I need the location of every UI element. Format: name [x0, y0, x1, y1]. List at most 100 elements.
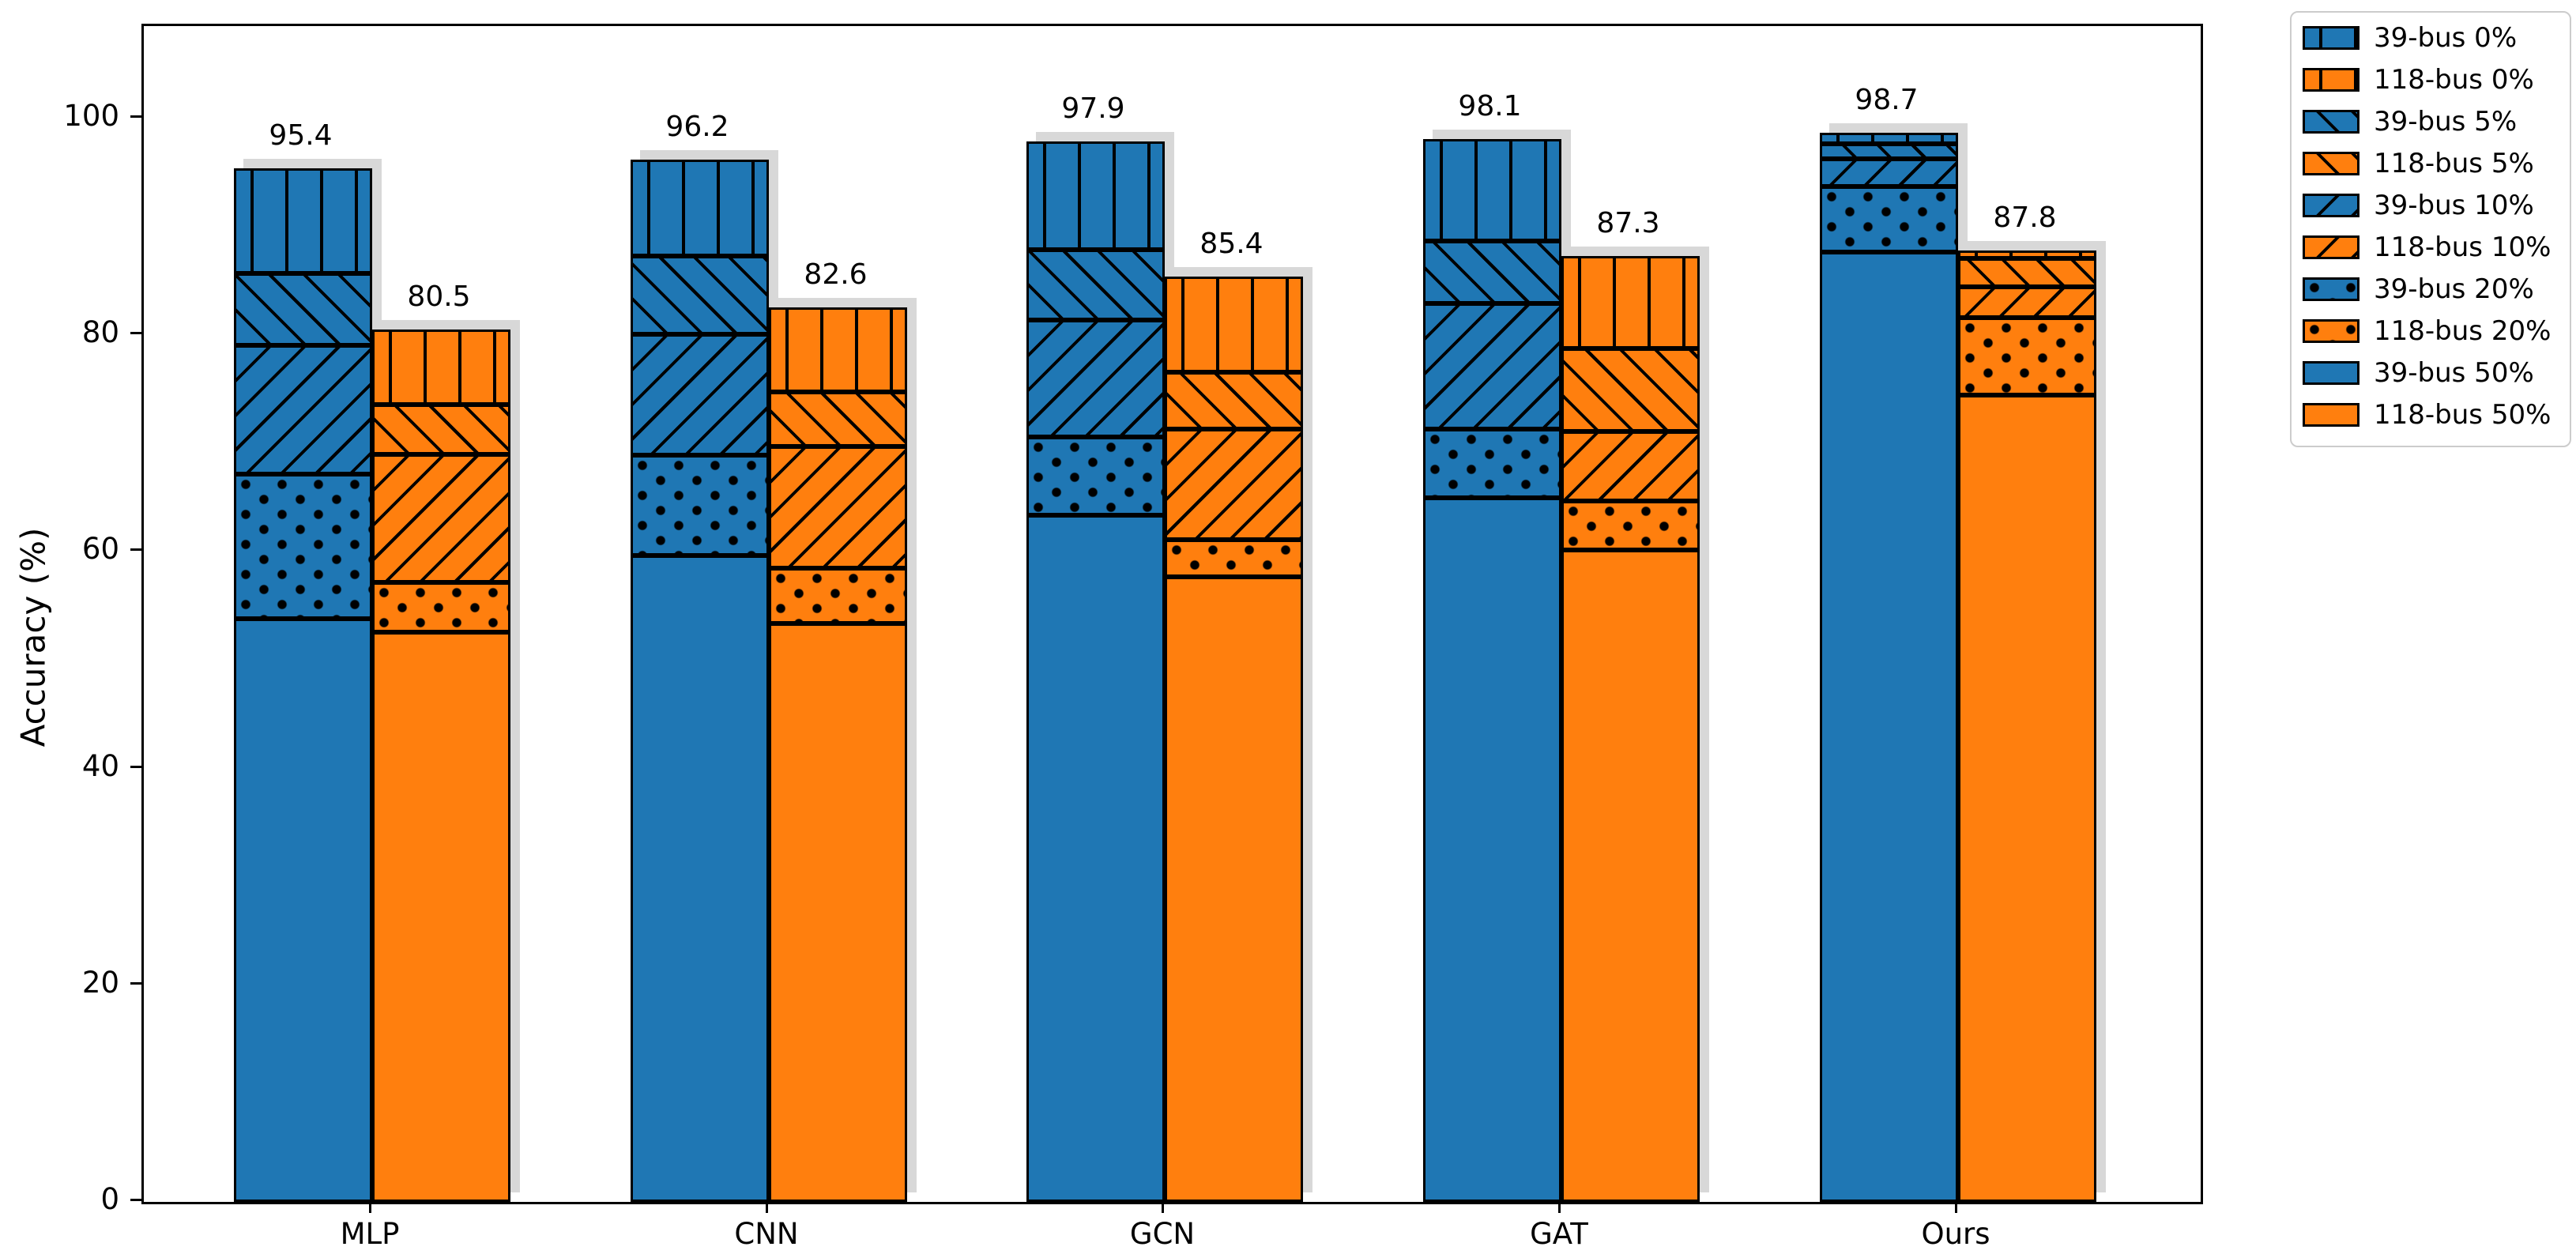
- legend-swatch: [2303, 194, 2359, 217]
- x-tick-label-GAT: GAT: [1530, 1217, 1588, 1251]
- bar-segment-39-bus-20%: [1423, 429, 1561, 498]
- x-tick-mark: [766, 1202, 768, 1213]
- bar-segment-118-bus-5%: [769, 391, 907, 447]
- legend-item-39-bus5: 39-bus 5%: [2303, 106, 2517, 137]
- x-tick-label-Ours: Ours: [1921, 1217, 1990, 1251]
- bar-segment-118-bus-10%: [1561, 431, 1700, 501]
- bar-value-label: 98.7: [1855, 83, 1919, 116]
- y-tick-mark: [130, 332, 141, 335]
- bar-GCN-118-bus: [1165, 277, 1303, 1202]
- y-tick-label: 40: [81, 748, 119, 783]
- plot-area: [141, 24, 2203, 1204]
- bar-segment-39-bus-0%: [234, 168, 372, 274]
- bar-segment-39-bus-50%: [1423, 497, 1561, 1202]
- legend-label: 118-bus 0%: [2374, 64, 2534, 96]
- bar-segment-118-bus-10%: [1165, 429, 1303, 540]
- bar-segment-118-bus-0%: [372, 330, 510, 405]
- legend-swatch: [2303, 403, 2359, 427]
- y-tick-label: 60: [81, 532, 119, 567]
- bar-segment-39-bus-10%: [1423, 303, 1561, 430]
- legend-label: 118-bus 5%: [2374, 148, 2534, 179]
- legend-label: 118-bus 50%: [2374, 399, 2552, 431]
- bar-value-label: 87.8: [1993, 202, 2057, 235]
- bar-segment-39-bus-5%: [1820, 143, 1958, 159]
- bar-segment-118-bus-50%: [372, 631, 510, 1202]
- bar-segment-39-bus-5%: [1026, 249, 1165, 320]
- legend-label: 39-bus 5%: [2374, 106, 2518, 137]
- bar-segment-39-bus-20%: [1026, 437, 1165, 515]
- bar-segment-118-bus-20%: [1165, 540, 1303, 577]
- bar-value-label: 98.1: [1458, 90, 1522, 123]
- legend-label: 39-bus 10%: [2374, 190, 2534, 221]
- bar-MLP-39-bus: [234, 168, 372, 1202]
- legend-item-39-bus20: 39-bus 20%: [2303, 273, 2534, 305]
- bar-value-label: 96.2: [665, 111, 729, 144]
- bar-segment-118-bus-50%: [1165, 576, 1303, 1202]
- legend-swatch: [2303, 68, 2359, 92]
- y-axis-label: Accuracy (%): [13, 527, 53, 748]
- bar-segment-118-bus-5%: [1561, 348, 1700, 432]
- bar-segment-39-bus-0%: [1423, 139, 1561, 241]
- x-tick-mark: [1558, 1202, 1561, 1213]
- legend-swatch: [2303, 235, 2359, 259]
- bar-value-label: 95.4: [269, 119, 333, 153]
- bar-segment-39-bus-50%: [631, 555, 769, 1202]
- bar-segment-39-bus-0%: [1026, 141, 1165, 250]
- y-tick-mark: [130, 1199, 141, 1201]
- bar-segment-118-bus-20%: [372, 582, 510, 632]
- bar-segment-118-bus-10%: [769, 446, 907, 568]
- legend-item-118-bus5: 118-bus 5%: [2303, 148, 2534, 179]
- bar-segment-39-bus-10%: [234, 345, 372, 474]
- bar-Ours-118-bus: [1958, 250, 2096, 1202]
- bar-segment-118-bus-0%: [1165, 277, 1303, 372]
- legend-swatch: [2303, 110, 2359, 134]
- y-tick-mark: [130, 765, 141, 768]
- bar-GCN-39-bus: [1026, 141, 1165, 1202]
- bar-MLP-118-bus: [372, 330, 510, 1202]
- bar-CNN-39-bus: [631, 160, 769, 1202]
- bar-value-label: 97.9: [1061, 92, 1125, 125]
- bar-segment-39-bus-50%: [1820, 251, 1958, 1202]
- bar-value-label: 87.3: [1596, 207, 1660, 240]
- bar-segment-39-bus-20%: [631, 455, 769, 556]
- legend-label: 39-bus 50%: [2374, 357, 2534, 389]
- y-tick-mark: [130, 115, 141, 118]
- bar-segment-39-bus-0%: [1820, 132, 1958, 144]
- bar-segment-118-bus-0%: [1561, 256, 1700, 348]
- legend-item-118-bus20: 118-bus 20%: [2303, 315, 2551, 347]
- legend-label: 39-bus 0%: [2374, 22, 2518, 54]
- bar-segment-118-bus-20%: [1561, 500, 1700, 550]
- x-tick-mark: [1955, 1202, 1957, 1213]
- y-tick-mark: [130, 548, 141, 552]
- bar-segment-39-bus-5%: [1423, 240, 1561, 304]
- bar-segment-118-bus-5%: [372, 404, 510, 455]
- bar-CNN-118-bus: [769, 307, 907, 1202]
- legend-swatch: [2303, 152, 2359, 175]
- legend: 39-bus 0% 118-bus 0% 39-bus 5% 118-bus 5% 39…: [2290, 11, 2571, 447]
- y-tick-label: 0: [100, 1182, 119, 1216]
- legend-swatch: [2303, 277, 2359, 301]
- legend-item-118-bus50: 118-bus 50%: [2303, 399, 2551, 431]
- bar-segment-118-bus-20%: [1958, 318, 2096, 395]
- bar-segment-39-bus-10%: [1820, 158, 1958, 187]
- legend-swatch: [2303, 26, 2359, 50]
- y-tick-label: 20: [81, 965, 119, 1000]
- x-tick-label-MLP: MLP: [340, 1217, 400, 1251]
- bar-Ours-39-bus: [1820, 132, 1958, 1202]
- bar-segment-39-bus-20%: [234, 473, 372, 620]
- y-tick-label: 80: [81, 315, 119, 350]
- bar-segment-39-bus-5%: [631, 256, 769, 334]
- x-tick-label-CNN: CNN: [734, 1217, 799, 1251]
- bar-segment-118-bus-10%: [1958, 286, 2096, 318]
- bar-segment-39-bus-10%: [1026, 320, 1165, 438]
- bar-segment-39-bus-50%: [234, 619, 372, 1202]
- x-tick-label-GCN: GCN: [1129, 1217, 1196, 1251]
- legend-item-39-bus50: 39-bus 50%: [2303, 357, 2534, 389]
- x-tick-mark: [369, 1202, 371, 1213]
- legend-swatch: [2303, 319, 2359, 343]
- bar-segment-118-bus-0%: [769, 307, 907, 392]
- legend-label: 118-bus 10%: [2374, 232, 2552, 263]
- y-tick-label: 100: [63, 99, 119, 133]
- legend-label: 39-bus 20%: [2374, 273, 2534, 305]
